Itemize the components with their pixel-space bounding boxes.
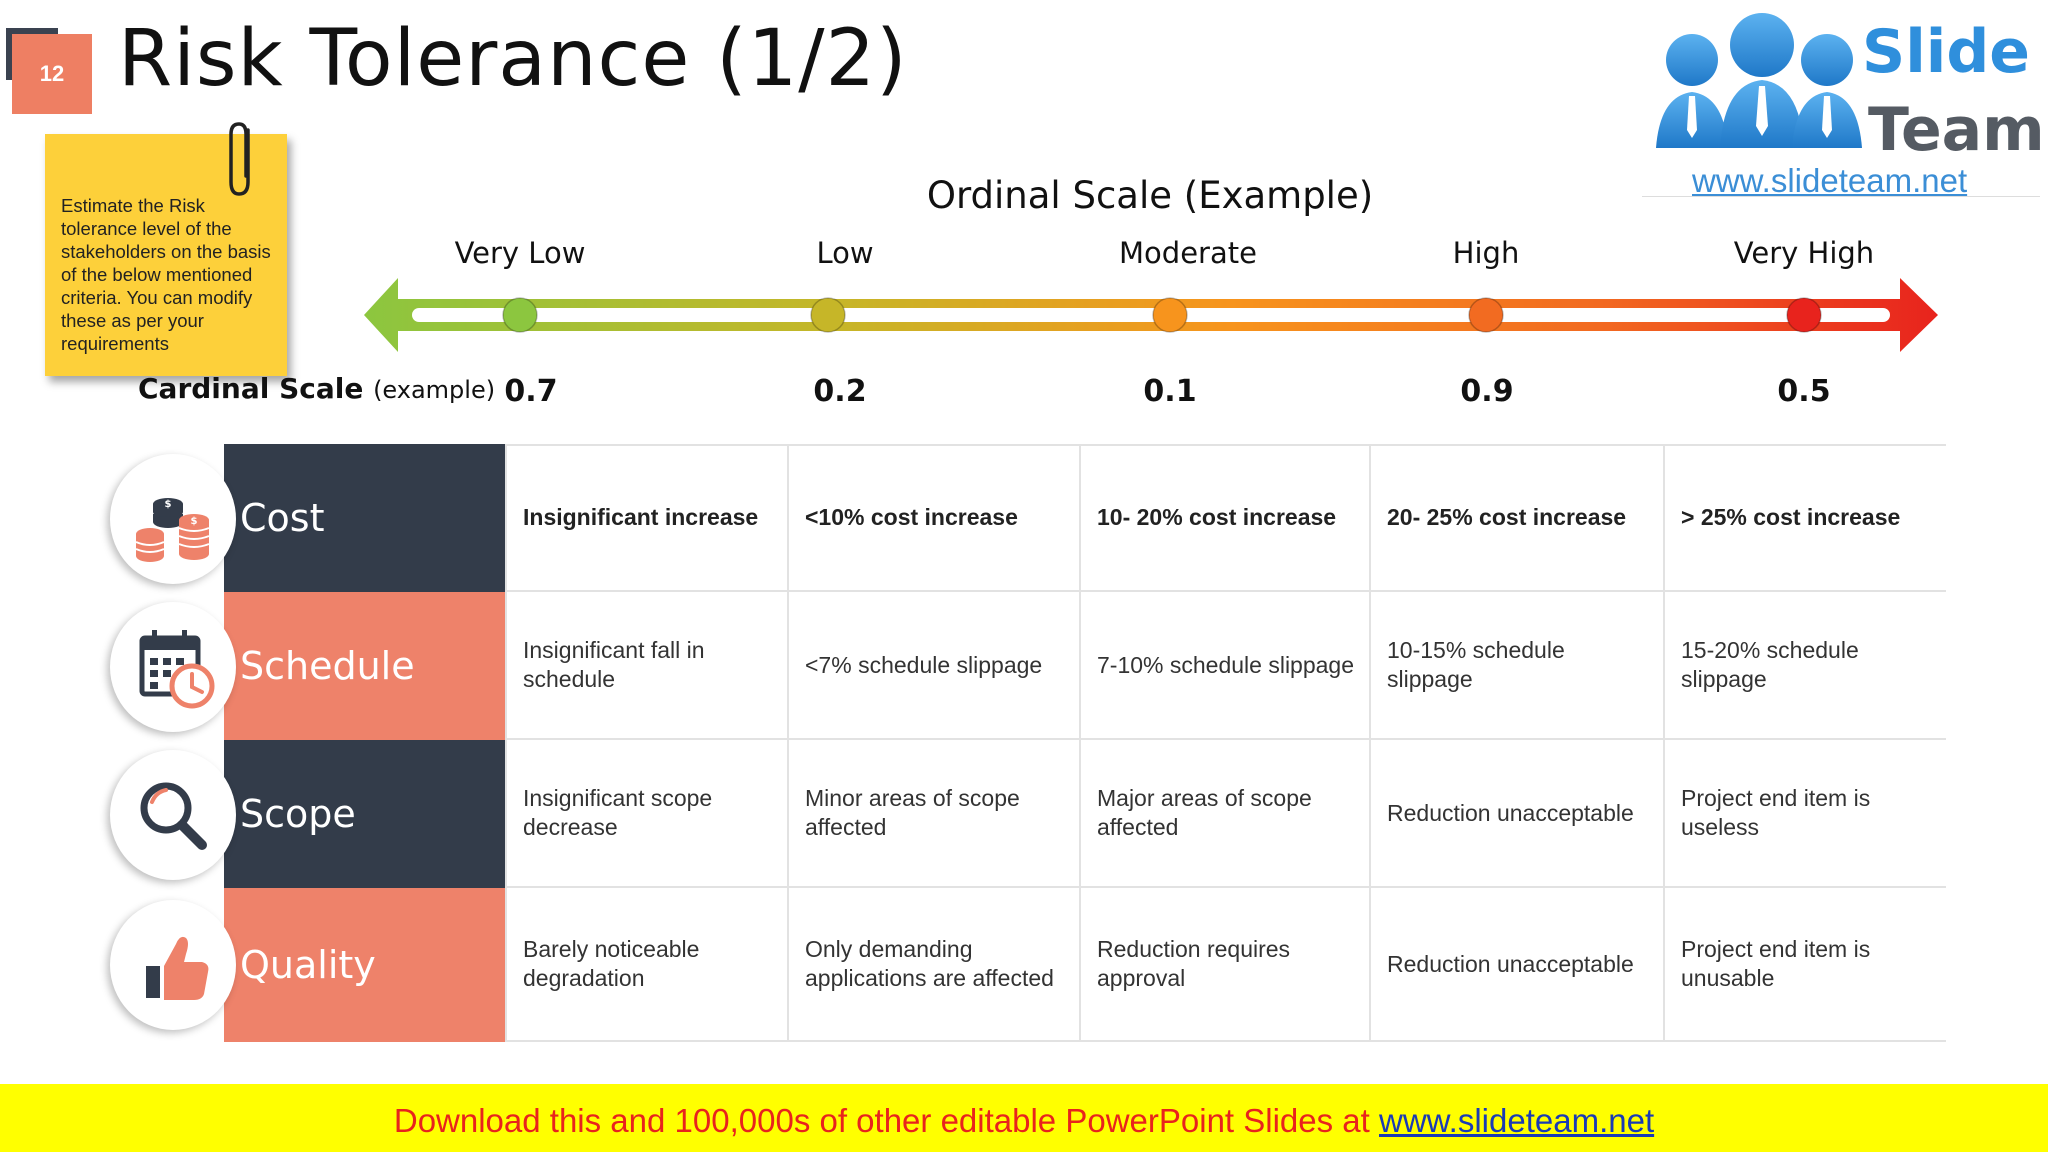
table-cell: 10- 20% cost increase — [1079, 444, 1369, 592]
people-icon — [1656, 13, 1862, 148]
slideteam-logo[interactable]: Slide Team — [1642, 0, 2042, 196]
coins-icon: $ $ — [110, 454, 236, 584]
scale-marker-4 — [1468, 297, 1504, 333]
logo-word-team: Team — [1868, 95, 2042, 165]
row-header-scope: Scope — [224, 740, 505, 888]
banner-message: Download this and 100,000s of other edit… — [393, 1102, 1379, 1139]
table-cell: Reduction unacceptable — [1369, 888, 1663, 1042]
magnifier-icon — [110, 750, 236, 880]
slide-title: Risk Tolerance (1/2) — [118, 14, 908, 104]
row-header-schedule: Schedule — [224, 592, 505, 740]
table-top-border — [505, 444, 1946, 446]
table-cell: Reduction unacceptable — [1369, 740, 1663, 888]
cardinal-value-4: 0.9 — [1460, 374, 1514, 409]
cardinal-value-5: 0.5 — [1777, 374, 1831, 409]
table-row-quality: Quality Barely noticeable degradation On… — [224, 888, 1946, 1042]
table-cell: Project end item is unusable — [1663, 888, 1946, 1042]
thumbs-up-icon — [110, 900, 236, 1030]
table-cell: Project end item is useless — [1663, 740, 1946, 888]
ordinal-level-very-high: Very High — [1733, 236, 1875, 270]
banner-link[interactable]: www.slideteam.net — [1379, 1102, 1655, 1139]
svg-text:$: $ — [165, 499, 172, 510]
paperclip-icon — [229, 122, 250, 196]
ordinal-level-high: High — [1452, 236, 1520, 270]
scale-marker-3 — [1152, 297, 1188, 333]
table-row-scope: Scope Insignificant scope decrease Minor… — [224, 740, 1946, 888]
row-header-quality: Quality — [224, 888, 505, 1042]
table-cell: 7-10% schedule slippage — [1079, 592, 1369, 740]
slide-number: 12 — [12, 34, 92, 114]
table-cell: Minor areas of scope affected — [787, 740, 1079, 888]
cardinal-value-3: 0.1 — [1143, 374, 1197, 409]
table-cell: Only demanding applications are affected — [787, 888, 1079, 1042]
table-cell: Insignificant scope decrease — [505, 740, 787, 888]
cardinal-scale-subtitle: (example) — [373, 376, 496, 404]
download-banner-text: Download this and 100,000s of other edit… — [0, 1102, 2048, 1140]
cardinal-scale-label: Cardinal Scale (example) — [138, 372, 495, 405]
sticky-note-text: Estimate the Risk tolerance level of the… — [61, 195, 271, 354]
table-cell: 10-15% schedule slippage — [1369, 592, 1663, 740]
table-cell: Insignificant fall in schedule — [505, 592, 787, 740]
cardinal-value-2: 0.2 — [813, 374, 867, 409]
table-cell: Barely noticeable degradation — [505, 888, 787, 1042]
table-cell: Major areas of scope affected — [1079, 740, 1369, 888]
logo-word-slide: Slide — [1862, 17, 2030, 87]
table-row-cost: Cost Insignificant increase <10% cost in… — [224, 444, 1946, 592]
row-header-cost: Cost — [224, 444, 505, 592]
cardinal-value-1: 0.7 — [504, 374, 558, 409]
risk-criteria-table: Cost Insignificant increase <10% cost in… — [224, 444, 1946, 1044]
table-cell: 20- 25% cost increase — [1369, 444, 1663, 592]
ordinal-level-very-low: Very Low — [454, 236, 586, 270]
table-cell: Reduction requires approval — [1079, 888, 1369, 1042]
scale-marker-2 — [810, 297, 846, 333]
table-cell: 15-20% schedule slippage — [1663, 592, 1946, 740]
table-cell: Insignificant increase — [505, 444, 787, 592]
ordinal-scale-title: Ordinal Scale (Example) — [926, 174, 1374, 217]
table-cell: <10% cost increase — [787, 444, 1079, 592]
scale-marker-1 — [502, 297, 538, 333]
svg-text:$: $ — [191, 516, 198, 527]
ordinal-level-moderate: Moderate — [1119, 236, 1257, 270]
scale-marker-5 — [1786, 297, 1822, 333]
table-cell: <7% schedule slippage — [787, 592, 1079, 740]
scale-track — [412, 308, 1890, 322]
logo-divider — [1642, 196, 2040, 197]
ordinal-level-low: Low — [816, 236, 874, 270]
download-banner — [0, 1084, 2048, 1152]
table-row-schedule: Schedule Insignificant fall in schedule … — [224, 592, 1946, 740]
logo-url-link[interactable]: www.slideteam.net — [1692, 162, 1968, 199]
ordinal-scale-arrow — [364, 278, 1938, 352]
cardinal-scale-title: Cardinal Scale — [138, 372, 364, 405]
table-cell: > 25% cost increase — [1663, 444, 1946, 592]
calendar-clock-icon — [110, 602, 236, 732]
